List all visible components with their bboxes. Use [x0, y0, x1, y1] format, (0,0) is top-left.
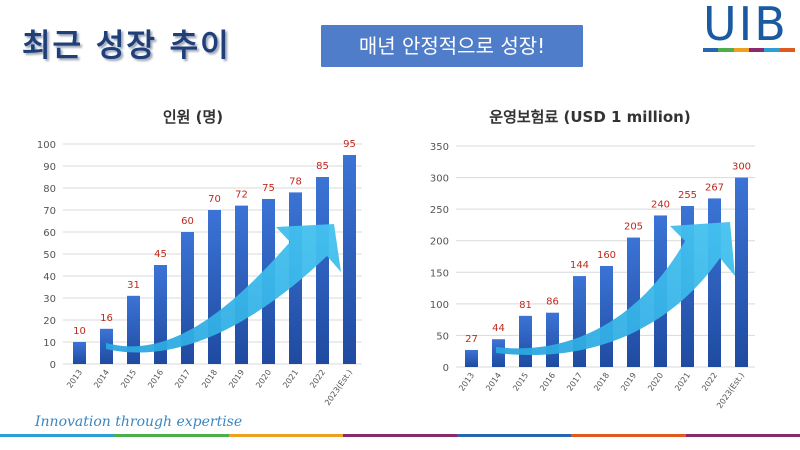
data-label: 70 — [208, 194, 221, 205]
data-label: 75 — [262, 183, 275, 194]
logo-color-bar — [703, 48, 795, 52]
bar — [600, 265, 613, 367]
growth-arrow — [496, 222, 735, 356]
x-tick-label: 2013 — [457, 371, 476, 393]
y-tick-label: 70 — [43, 206, 56, 217]
logo-text: UIB — [703, 0, 788, 51]
x-tick-label: 2016 — [538, 371, 557, 393]
data-label: 95 — [343, 139, 356, 150]
footer-slogan: Innovation through expertise — [35, 414, 243, 430]
data-label: 72 — [235, 190, 248, 201]
data-label: 85 — [316, 161, 329, 172]
x-tick-label: 2016 — [146, 368, 165, 390]
x-tick-label: 2022 — [700, 371, 719, 393]
x-tick-label: 2015 — [119, 368, 138, 390]
bar — [154, 265, 167, 364]
y-tick-label: 0 — [443, 363, 449, 374]
x-tick-label: 2022 — [308, 368, 327, 390]
y-tick-label: 250 — [430, 205, 449, 216]
y-tick-label: 100 — [37, 140, 56, 151]
x-tick-label: 2014 — [484, 371, 503, 393]
y-tick-label: 90 — [43, 162, 56, 173]
growth-badge: 매년 안정적으로 성장! — [321, 25, 583, 67]
x-tick-label: 2017 — [173, 368, 192, 390]
bar — [546, 312, 559, 367]
y-tick-label: 0 — [50, 360, 56, 371]
data-label: 45 — [154, 249, 167, 260]
x-tick-label: 2017 — [565, 371, 584, 393]
bar — [627, 237, 640, 367]
data-label: 78 — [289, 176, 302, 187]
x-tick-label: 2019 — [619, 371, 638, 393]
data-label: 31 — [127, 280, 140, 291]
premium-chart: 0 50 100 150 200 250 300 350 27 2013 44 2014 81 2015 8… — [430, 142, 755, 410]
data-label: 27 — [465, 334, 478, 345]
data-label: 60 — [181, 216, 194, 227]
y-tick-label: 60 — [43, 228, 56, 239]
bar — [519, 315, 532, 367]
y-tick-label: 40 — [43, 272, 56, 283]
bar — [573, 276, 586, 367]
x-tick-label: 2023(Est.) — [323, 368, 354, 407]
bar — [735, 177, 748, 367]
x-tick-label: 2020 — [254, 368, 273, 390]
x-tick-label: 2020 — [646, 371, 665, 393]
y-tick-label: 300 — [430, 174, 449, 185]
y-tick-label: 80 — [43, 184, 56, 195]
y-tick-label: 200 — [430, 237, 449, 248]
y-tick-label: 100 — [430, 300, 449, 311]
data-label: 300 — [732, 162, 751, 173]
bar — [465, 349, 478, 367]
y-tick-label: 50 — [436, 331, 449, 342]
x-tick-label: 2023(Est.) — [715, 371, 746, 410]
x-tick-label: 2018 — [592, 371, 611, 393]
chart1-title: 인원 (명) — [162, 108, 224, 126]
y-tick-label: 10 — [43, 338, 56, 349]
x-tick-label: 2021 — [673, 371, 692, 393]
y-tick-label: 150 — [430, 268, 449, 279]
data-label: 144 — [570, 260, 589, 271]
data-label: 86 — [546, 297, 559, 308]
bar — [127, 295, 140, 364]
uib-logo: UIB — [703, 0, 795, 52]
x-tick-label: 2021 — [281, 368, 300, 390]
data-label: 160 — [597, 250, 616, 261]
bar — [73, 342, 86, 364]
page-title: 최근 성장 추이 — [22, 28, 231, 64]
data-label: 10 — [73, 326, 86, 337]
data-label: 255 — [678, 190, 697, 201]
chart2-title: 운영보험료 (USD 1 million) — [489, 108, 691, 126]
growth-arrow — [106, 224, 341, 353]
bar — [316, 177, 329, 364]
y-tick-label: 30 — [43, 294, 56, 305]
data-label: 16 — [100, 313, 113, 324]
bar — [235, 205, 248, 364]
x-tick-label: 2018 — [200, 368, 219, 390]
x-tick-label: 2015 — [511, 371, 530, 393]
data-label: 240 — [651, 199, 670, 210]
x-tick-label: 2013 — [65, 368, 84, 390]
data-label: 44 — [492, 323, 505, 334]
y-tick-label: 350 — [430, 142, 449, 153]
headcount-chart: 0 10 20 30 40 50 60 70 80 90 100 10 2013 16 2014 31 2015… — [37, 139, 362, 407]
footer-color-line — [0, 434, 800, 437]
bar — [343, 155, 356, 364]
x-tick-label: 2014 — [92, 368, 111, 390]
y-tick-label: 50 — [43, 250, 56, 261]
x-tick-label: 2019 — [227, 368, 246, 390]
data-label: 205 — [624, 222, 643, 233]
data-label: 81 — [519, 300, 532, 311]
bar — [208, 210, 221, 364]
data-label: 267 — [705, 182, 724, 193]
y-tick-label: 20 — [43, 316, 56, 327]
